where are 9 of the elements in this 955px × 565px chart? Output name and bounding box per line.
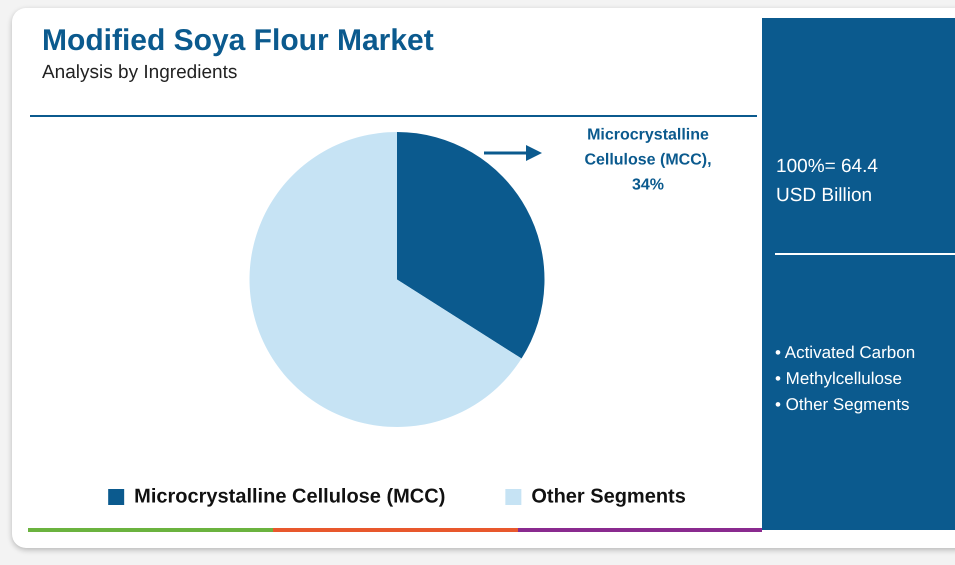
chart-subtitle: Analysis by Ingredients [42, 62, 238, 84]
legend-label: Other Segments [531, 486, 686, 508]
text: • Activated Carbon [775, 342, 916, 364]
data-label: Microcrystalline Cellulose (MCC), 34% [584, 126, 712, 194]
chart-title: Modified Soya Flour Market [42, 24, 434, 58]
text: • Methylcellulose [775, 368, 903, 390]
text: • Other Segments [775, 394, 910, 416]
text: 100%= 64.4 USD Billion [776, 155, 879, 208]
legend-label: Microcrystalline Cellulose (MCC) [134, 486, 446, 508]
